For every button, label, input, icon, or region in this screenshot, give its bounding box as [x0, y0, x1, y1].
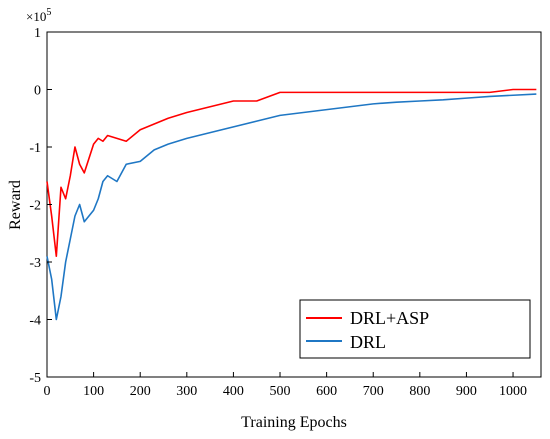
y-multiplier-base: ×10: [26, 9, 46, 24]
legend-box: [299, 299, 531, 359]
y-tick-label: -3: [29, 256, 41, 271]
legend-label-drl: DRL: [350, 332, 386, 352]
x-tick-label: 200: [130, 384, 151, 399]
y-tick-label: -4: [29, 314, 41, 329]
x-tick-label: 900: [456, 384, 477, 399]
y-tick-label: 1: [34, 26, 41, 41]
x-tick-label: 700: [363, 384, 384, 399]
x-tick-label: 100: [83, 384, 104, 399]
x-axis-label: Training Epochs: [241, 414, 347, 431]
series-line-drl: [46, 93, 537, 321]
ticks-layer: 0 100 200 300 400 500 600 700 800 900 1000 1 0 -1 -2 -3…: [29, 26, 527, 399]
x-tick-label: 300: [176, 384, 197, 399]
series-line-drl-asp: [46, 88, 537, 258]
y-tick-label: -5: [29, 371, 41, 386]
x-tick-label: 1000: [499, 384, 527, 399]
y-multiplier: ×105: [26, 7, 51, 24]
series-layer: [46, 88, 537, 321]
y-tick-label: -2: [29, 199, 41, 214]
legend-label-drl-asp: DRL+ASP: [350, 308, 429, 328]
x-tick-label: 0: [44, 384, 51, 399]
x-tick-label: 800: [409, 384, 430, 399]
x-tick-label: 600: [316, 384, 337, 399]
x-tick-label: 500: [270, 384, 291, 399]
y-tick-label: 0: [34, 84, 41, 99]
legend: DRL+ASP DRL: [299, 299, 531, 359]
x-tick-label: 400: [223, 384, 244, 399]
y-axis-label: Reward: [7, 180, 24, 230]
y-tick-label: -1: [29, 141, 41, 156]
y-multiplier-exponent: 5: [46, 7, 51, 18]
